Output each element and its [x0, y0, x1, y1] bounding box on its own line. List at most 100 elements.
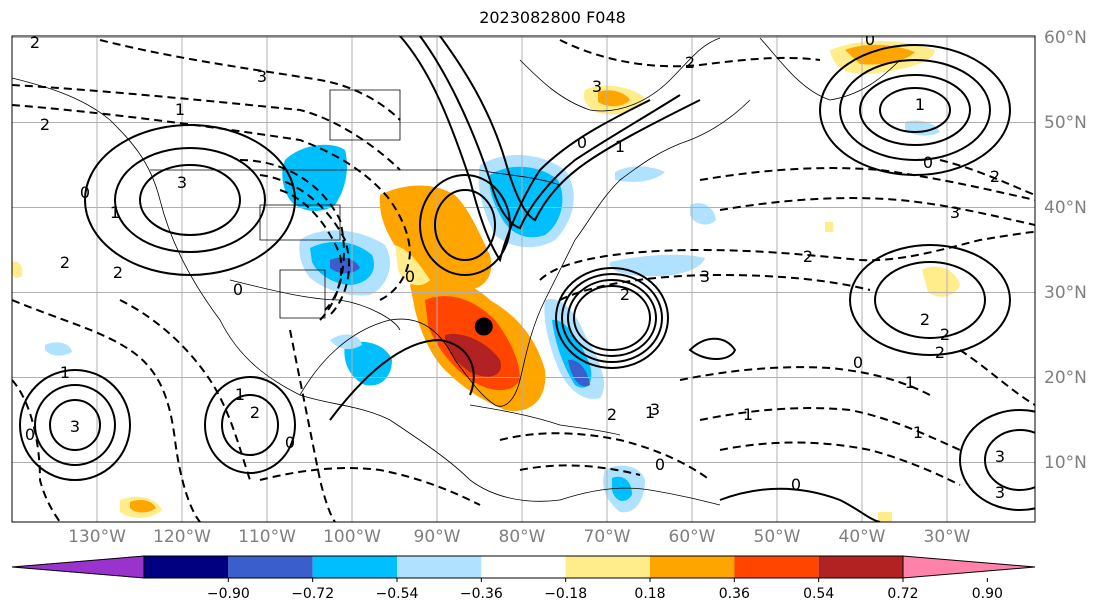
contour-caribbean — [719, 487, 881, 522]
coast-east — [574, 99, 751, 241]
negative-contours — [12, 39, 1035, 522]
latitude-label: 30°N — [1044, 282, 1087, 303]
latitude-label: 20°N — [1044, 367, 1087, 388]
contour-high-sw-1 — [49, 399, 101, 451]
colorbar-segment — [481, 556, 566, 578]
state-box-3 — [329, 89, 401, 141]
coast-greenland — [759, 37, 901, 101]
contour-high-e-2 — [849, 244, 1011, 356]
contour-value-label: 3 — [700, 267, 710, 286]
dashed-hudson — [559, 39, 821, 68]
dashed-east-1 — [939, 159, 1035, 196]
contour-high-atl-2 — [567, 279, 657, 357]
contour-value-label: 1 — [235, 385, 245, 404]
longitude-label: 110°W — [238, 527, 296, 547]
longitude-label: 30°W — [923, 527, 971, 547]
contour-value-label: 0 — [405, 267, 415, 286]
contour-value-label: 0 — [80, 183, 90, 202]
storm-center-marker — [474, 317, 493, 336]
contour-value-label: 0 — [655, 455, 665, 474]
colorbar-segment — [228, 556, 313, 578]
colorbar-segment — [818, 556, 903, 578]
height-contours — [19, 36, 1035, 522]
colorbar — [11, 555, 1036, 582]
shade-cold-plains — [282, 144, 347, 212]
dashed-plains-3 — [279, 189, 343, 311]
contour-high-e-1 — [874, 261, 986, 339]
contour-high-ne-2 — [859, 74, 971, 146]
latitude-label: 60°N — [1044, 27, 1087, 48]
shade-cold-atlantic-deep — [568, 359, 590, 387]
contour-value-label: 1 — [913, 423, 923, 442]
colorbar-frame — [143, 555, 904, 579]
shade-warm-pacific-core — [130, 500, 156, 513]
colorbar-segment — [144, 556, 229, 578]
contour-value-label: 3 — [257, 67, 267, 86]
contour-high-s-2 — [204, 376, 296, 474]
contour-low-gl-2 — [419, 174, 511, 276]
dashed-north-1 — [12, 84, 401, 171]
contour-high-atl-1 — [573, 285, 651, 351]
coast-north-america-west — [12, 77, 561, 502]
colorbar-segment — [734, 556, 819, 578]
shade-cold-streak-5 — [45, 342, 72, 356]
contour-trough-1 — [399, 36, 651, 263]
colorbar-segment — [312, 556, 397, 578]
dashed-atlantic-6 — [699, 407, 961, 451]
longitude-label: 100°W — [323, 527, 381, 547]
contour-value-label: 2 — [250, 403, 260, 422]
shade-warm-west-edge — [12, 261, 23, 278]
shade-warm-hudson-core — [598, 90, 630, 107]
contour-trough-2 — [419, 36, 681, 230]
colorbar-tick-label: 0.90 — [971, 586, 1003, 602]
colorbar-tick-label: 0.18 — [634, 586, 666, 602]
colorbar-tick-label: −0.54 — [375, 586, 419, 602]
contour-value-label: 1 — [615, 137, 625, 156]
contour-value-label: 3 — [650, 400, 660, 419]
contour-caribbean-2 — [688, 337, 737, 360]
contour-high-s-1 — [221, 394, 279, 456]
contour-high-se-2 — [959, 409, 1035, 511]
contour-value-label: 0 — [577, 133, 587, 152]
contour-value-label: 0 — [791, 475, 801, 494]
shade-cold-mexico-pale — [330, 334, 362, 350]
shade-warm-gulf-core — [445, 334, 501, 377]
longitude-label: 90°W — [413, 527, 461, 547]
colorbar-segment — [397, 556, 482, 578]
contour-value-label: 0 — [865, 30, 875, 49]
contour-value-label: 0 — [853, 353, 863, 372]
shade-warm-small-2 — [878, 512, 892, 522]
shade-cold-venezuela-core — [612, 476, 632, 502]
contour-value-label: 2 — [920, 310, 930, 329]
contour-value-label: 2 — [30, 33, 40, 52]
map-title: 2023082800 F048 — [479, 8, 626, 27]
contour-value-label: 3 — [177, 173, 187, 192]
longitude-label: 80°W — [498, 527, 546, 547]
contour-high-sw-2 — [34, 384, 116, 466]
dashed-east-2 — [959, 349, 1035, 406]
dashed-north-3 — [99, 39, 401, 121]
map-frame — [11, 35, 1036, 523]
contour-value-label: 1 — [905, 373, 915, 392]
longitude-label: 70°W — [583, 527, 631, 547]
contour-value-label: 2 — [990, 167, 1000, 186]
contour-value-label: 1 — [175, 100, 185, 119]
dashed-caribbean-2 — [519, 464, 641, 476]
dashed-atlantic-2 — [559, 273, 871, 301]
colorbar-tick-label: 0.36 — [718, 586, 750, 602]
contour-value-label: 1 — [915, 95, 925, 114]
colorbar-tick-label: 0.72 — [887, 586, 919, 602]
longitude-label: 130°W — [68, 527, 126, 547]
contour-value-label: 2 — [113, 263, 123, 282]
longitude-label: 60°W — [668, 527, 716, 547]
dashed-atlantic-1 — [539, 231, 1035, 281]
contour-value-label: 0 — [233, 280, 243, 299]
colorbar-extension-high — [902, 555, 1036, 579]
shade-warm-central — [379, 185, 492, 290]
anomaly-shading — [12, 41, 960, 522]
contour-value-label: 1 — [60, 363, 70, 382]
contour-value-label: 2 — [940, 325, 950, 344]
dashed-west-3 — [119, 299, 251, 481]
